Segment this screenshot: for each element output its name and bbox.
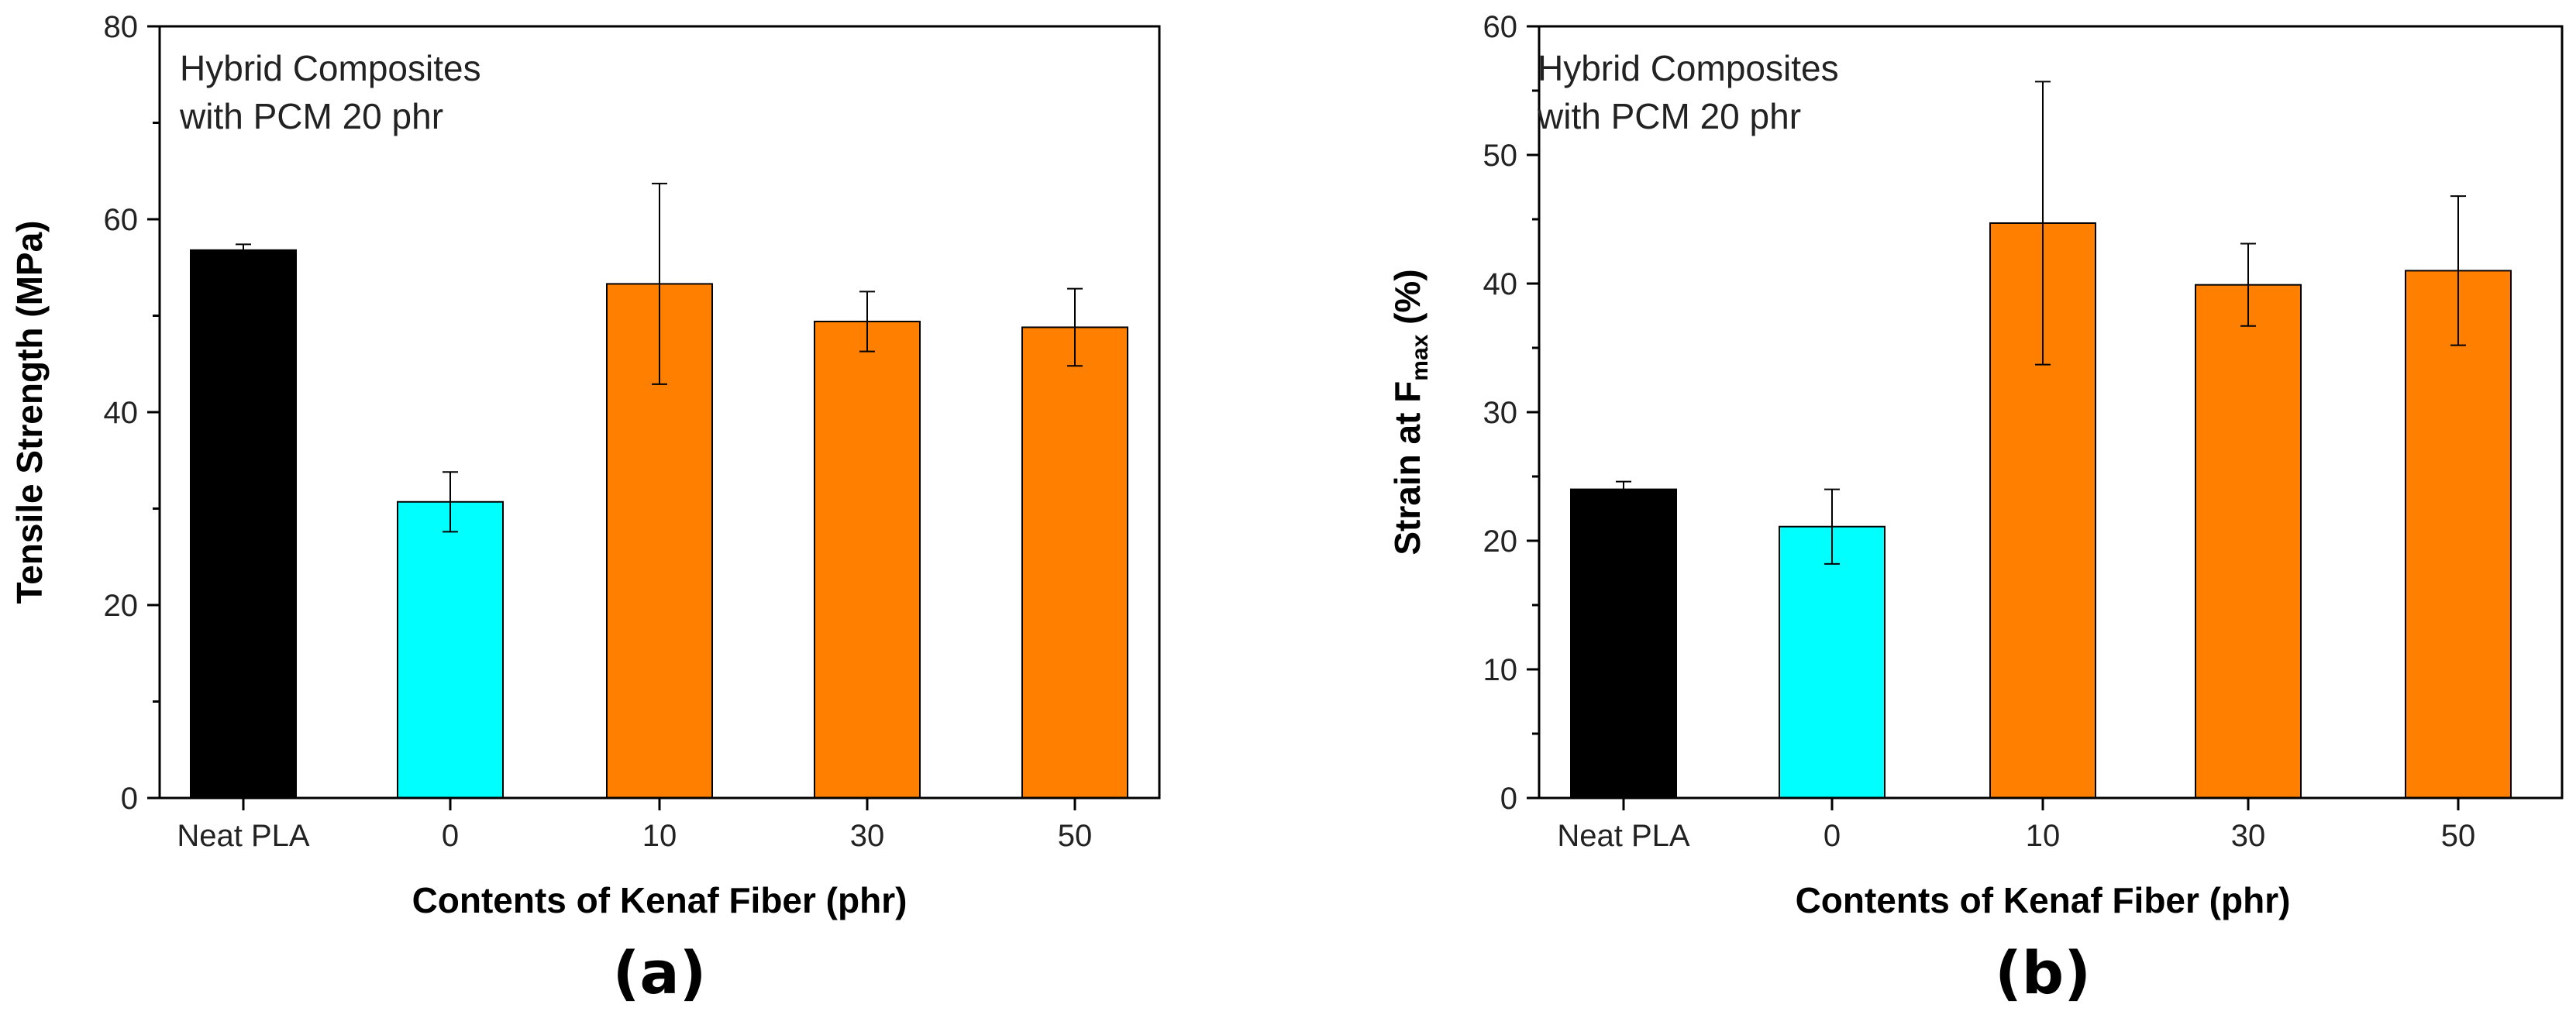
y-tick-label: 0 — [121, 782, 138, 816]
x-tick-label: 30 — [850, 819, 885, 853]
panel-a-annotation-line-2: with PCM 20 phr — [179, 96, 443, 136]
x-tick-label: Neat PLA — [177, 819, 310, 853]
panel-b-y-axis-title-unit: (%) — [1387, 269, 1427, 334]
bar — [1570, 488, 1677, 799]
panel-a-errorbars — [236, 182, 1083, 533]
bar — [2195, 284, 2302, 800]
panel-b-annotation-line-1: Hybrid Composites — [1538, 48, 1839, 88]
x-tick-label: 10 — [642, 819, 677, 853]
x-tick-label: 50 — [2441, 819, 2476, 853]
x-tick-label: 10 — [2026, 819, 2061, 853]
bar — [1779, 525, 1886, 799]
panel-b-x-axis-title: Contents of Kenaf Fiber (phr) — [1796, 880, 2291, 920]
y-tick-label: 60 — [1483, 10, 1518, 44]
y-tick-label: 20 — [104, 589, 139, 623]
panel-b-bars — [1570, 222, 2512, 800]
y-tick-label: 50 — [1483, 139, 1518, 173]
panel-a-annotation-line-1: Hybrid Composites — [180, 48, 481, 88]
bar — [1021, 326, 1128, 799]
panel-b: 0 10 20 30 40 50 60 Neat PLA 0 10 30 50 Hybrid Com… — [1387, 10, 2564, 1007]
bar — [397, 500, 504, 799]
panel-b-x-ticks: Neat PLA 0 10 30 50 — [1557, 798, 2475, 853]
panel-b-y-ticks: 0 10 20 30 40 50 60 — [1483, 10, 1539, 816]
x-tick-label: 50 — [1058, 819, 1093, 853]
x-tick-label: Neat PLA — [1557, 819, 1690, 853]
panel-b-annotation-line-2: with PCM 20 phr — [1537, 96, 1801, 136]
panel-a-x-axis-title: Contents of Kenaf Fiber (phr) — [412, 880, 907, 920]
x-tick-label: 0 — [442, 819, 459, 853]
bar — [814, 320, 921, 800]
panel-b-errorbars — [1616, 81, 2466, 565]
x-tick-label: 0 — [1824, 819, 1841, 853]
panel-a-y-axis-title: Tensile Strength (MPa) — [9, 221, 50, 604]
panel-b-label: (b) — [1995, 938, 2091, 1007]
y-tick-label: 0 — [1500, 782, 1517, 816]
y-tick-label: 80 — [104, 10, 139, 44]
panel-a-x-ticks: Neat PLA 0 10 30 50 — [177, 798, 1092, 853]
panel-a-label: (a) — [613, 938, 707, 1007]
panel-b-y-axis-title: Strain at Fmax (%) — [1387, 269, 1433, 555]
y-tick-label: 30 — [1483, 396, 1518, 430]
bar — [2405, 270, 2512, 799]
y-tick-label: 60 — [104, 203, 139, 237]
y-tick-label: 40 — [104, 396, 139, 430]
y-tick-label: 40 — [1483, 267, 1518, 301]
panel-a: 0 20 40 60 80 Neat PLA 0 10 30 50 Hybrid Composi… — [9, 10, 1161, 1007]
x-tick-label: 30 — [2231, 819, 2266, 853]
bar — [190, 249, 297, 799]
y-tick-label: 10 — [1483, 653, 1518, 687]
panel-b-y-axis-title-main: Strain at F — [1387, 381, 1427, 555]
y-tick-label: 20 — [1483, 524, 1518, 559]
panel-a-y-ticks: 0 20 40 60 80 — [104, 10, 160, 816]
panel-b-y-axis-title-subscript: max — [1407, 334, 1433, 380]
